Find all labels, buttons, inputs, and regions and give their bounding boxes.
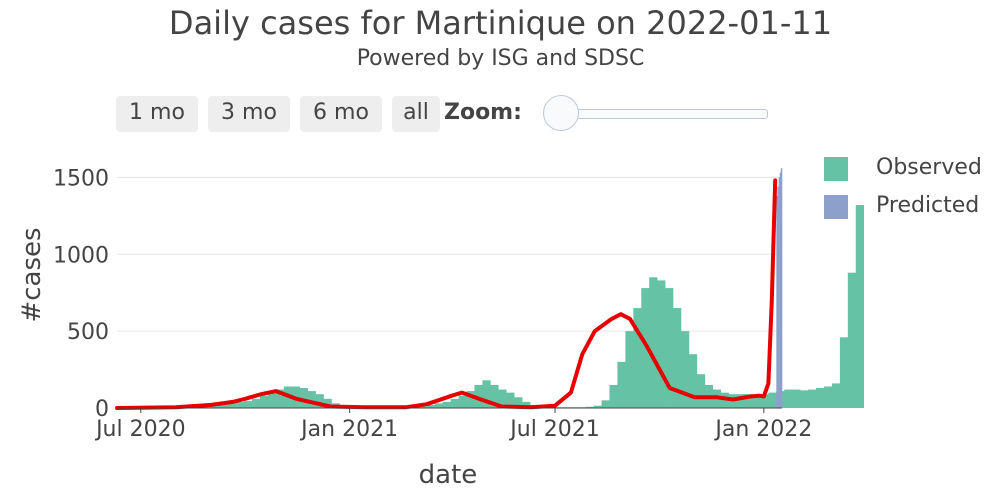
legend-observed[interactable]: Observed [824, 155, 994, 183]
y-tick-labels: 0 500 1000 1500 [53, 166, 109, 422]
observed-bar [482, 380, 491, 408]
observed-bar [681, 331, 690, 408]
observed-bar [434, 403, 443, 408]
observed-bar [768, 392, 777, 408]
observed-bar [688, 354, 698, 408]
observed-bar [633, 308, 642, 408]
observed-bar [823, 386, 833, 408]
observed-bar [847, 272, 857, 408]
predicted-bar [780, 168, 783, 408]
range-1mo-button[interactable]: 1 mo [116, 96, 198, 132]
y-tick-label: 500 [67, 320, 109, 345]
observed-bar [458, 395, 467, 408]
legend-predicted[interactable]: Predicted [824, 193, 994, 221]
range-6mo-button[interactable]: 6 mo [300, 96, 382, 132]
observed-bar [855, 205, 865, 408]
x-tick-label: Jan 2021 [299, 417, 398, 442]
zoom-label: Zoom: [444, 100, 522, 125]
observed-bar [752, 395, 761, 408]
observed-bars [117, 205, 865, 408]
observed-bar [696, 374, 706, 408]
observed-bar [418, 406, 428, 408]
observed-bar [641, 288, 650, 408]
legend-observed-label: Observed [876, 155, 982, 180]
predicted-bars [776, 168, 783, 408]
observed-bar [625, 331, 634, 408]
y-axis-label: #cases [17, 227, 47, 322]
observed-bar [259, 395, 269, 408]
observed-bar [220, 403, 229, 408]
y-tick-label: 1500 [53, 166, 109, 191]
observed-bar [673, 308, 682, 408]
observed-bar [236, 402, 245, 408]
observed-bar [275, 389, 285, 408]
chart-subtitle: Powered by ISG and SDSC [356, 46, 645, 71]
legend-predicted-swatch [824, 195, 848, 219]
predicted-bar [778, 177, 781, 408]
observed-bar [808, 389, 817, 408]
x-tick-labels: Jul 2020 Jan 2021 Jul 2021 Jan 2022 [94, 408, 812, 442]
observed-bar [315, 394, 324, 408]
observed-bar [450, 398, 459, 408]
observed-bar [784, 389, 793, 408]
observed-bar [665, 288, 674, 408]
observed-bar [267, 392, 277, 408]
observed-bar [506, 392, 515, 408]
observed-bar [522, 401, 531, 408]
observed-bar [800, 390, 809, 408]
observed-bar [228, 403, 237, 408]
x-tick-label: Jul 2020 [94, 417, 186, 442]
observed-bar [609, 384, 618, 408]
observed-bar [474, 384, 483, 408]
observed-bar [244, 401, 253, 408]
chart-title: Daily cases for Martinique on 2022-01-11 [168, 4, 833, 42]
observed-bar [617, 361, 626, 408]
observed-bar [323, 398, 332, 408]
observed-bar [442, 401, 451, 408]
observed-bar [252, 398, 261, 408]
y-tick-label: 0 [95, 397, 109, 422]
legend-predicted-label: Predicted [876, 193, 980, 218]
observed-bar [299, 388, 308, 408]
observed-bar [839, 337, 849, 408]
zoom-slider-handle[interactable] [543, 95, 579, 131]
legend-observed-swatch [824, 157, 848, 181]
observed-bar [498, 389, 507, 408]
x-axis-label: date [419, 460, 478, 490]
observed-bar [307, 391, 316, 408]
observed-bar [744, 394, 753, 408]
range-3mo-button[interactable]: 3 mo [208, 96, 290, 132]
predicted-bar [779, 172, 782, 408]
x-tick-label: Jan 2022 [713, 417, 812, 442]
observed-bar [792, 389, 801, 408]
y-tick-label: 1000 [53, 243, 109, 268]
predicted-bar [776, 195, 778, 408]
observed-bar [601, 400, 610, 408]
range-all-button[interactable]: all [392, 96, 440, 132]
observed-bar [816, 388, 825, 408]
observed-bar [831, 383, 841, 408]
observed-bar [514, 397, 523, 408]
x-tick-label: Jul 2021 [508, 417, 600, 442]
gridlines [117, 176, 782, 332]
observed-bar [466, 391, 475, 408]
observed-bar [593, 405, 602, 408]
observed-bar [657, 280, 666, 408]
observed-bar [585, 406, 594, 408]
observed-bar [649, 277, 658, 408]
observed-bar [736, 394, 745, 408]
trend-line [115, 178, 778, 410]
observed-bar [426, 404, 436, 408]
observed-bar [490, 384, 499, 408]
observed-bar [760, 394, 769, 408]
predicted-bar [777, 186, 779, 408]
